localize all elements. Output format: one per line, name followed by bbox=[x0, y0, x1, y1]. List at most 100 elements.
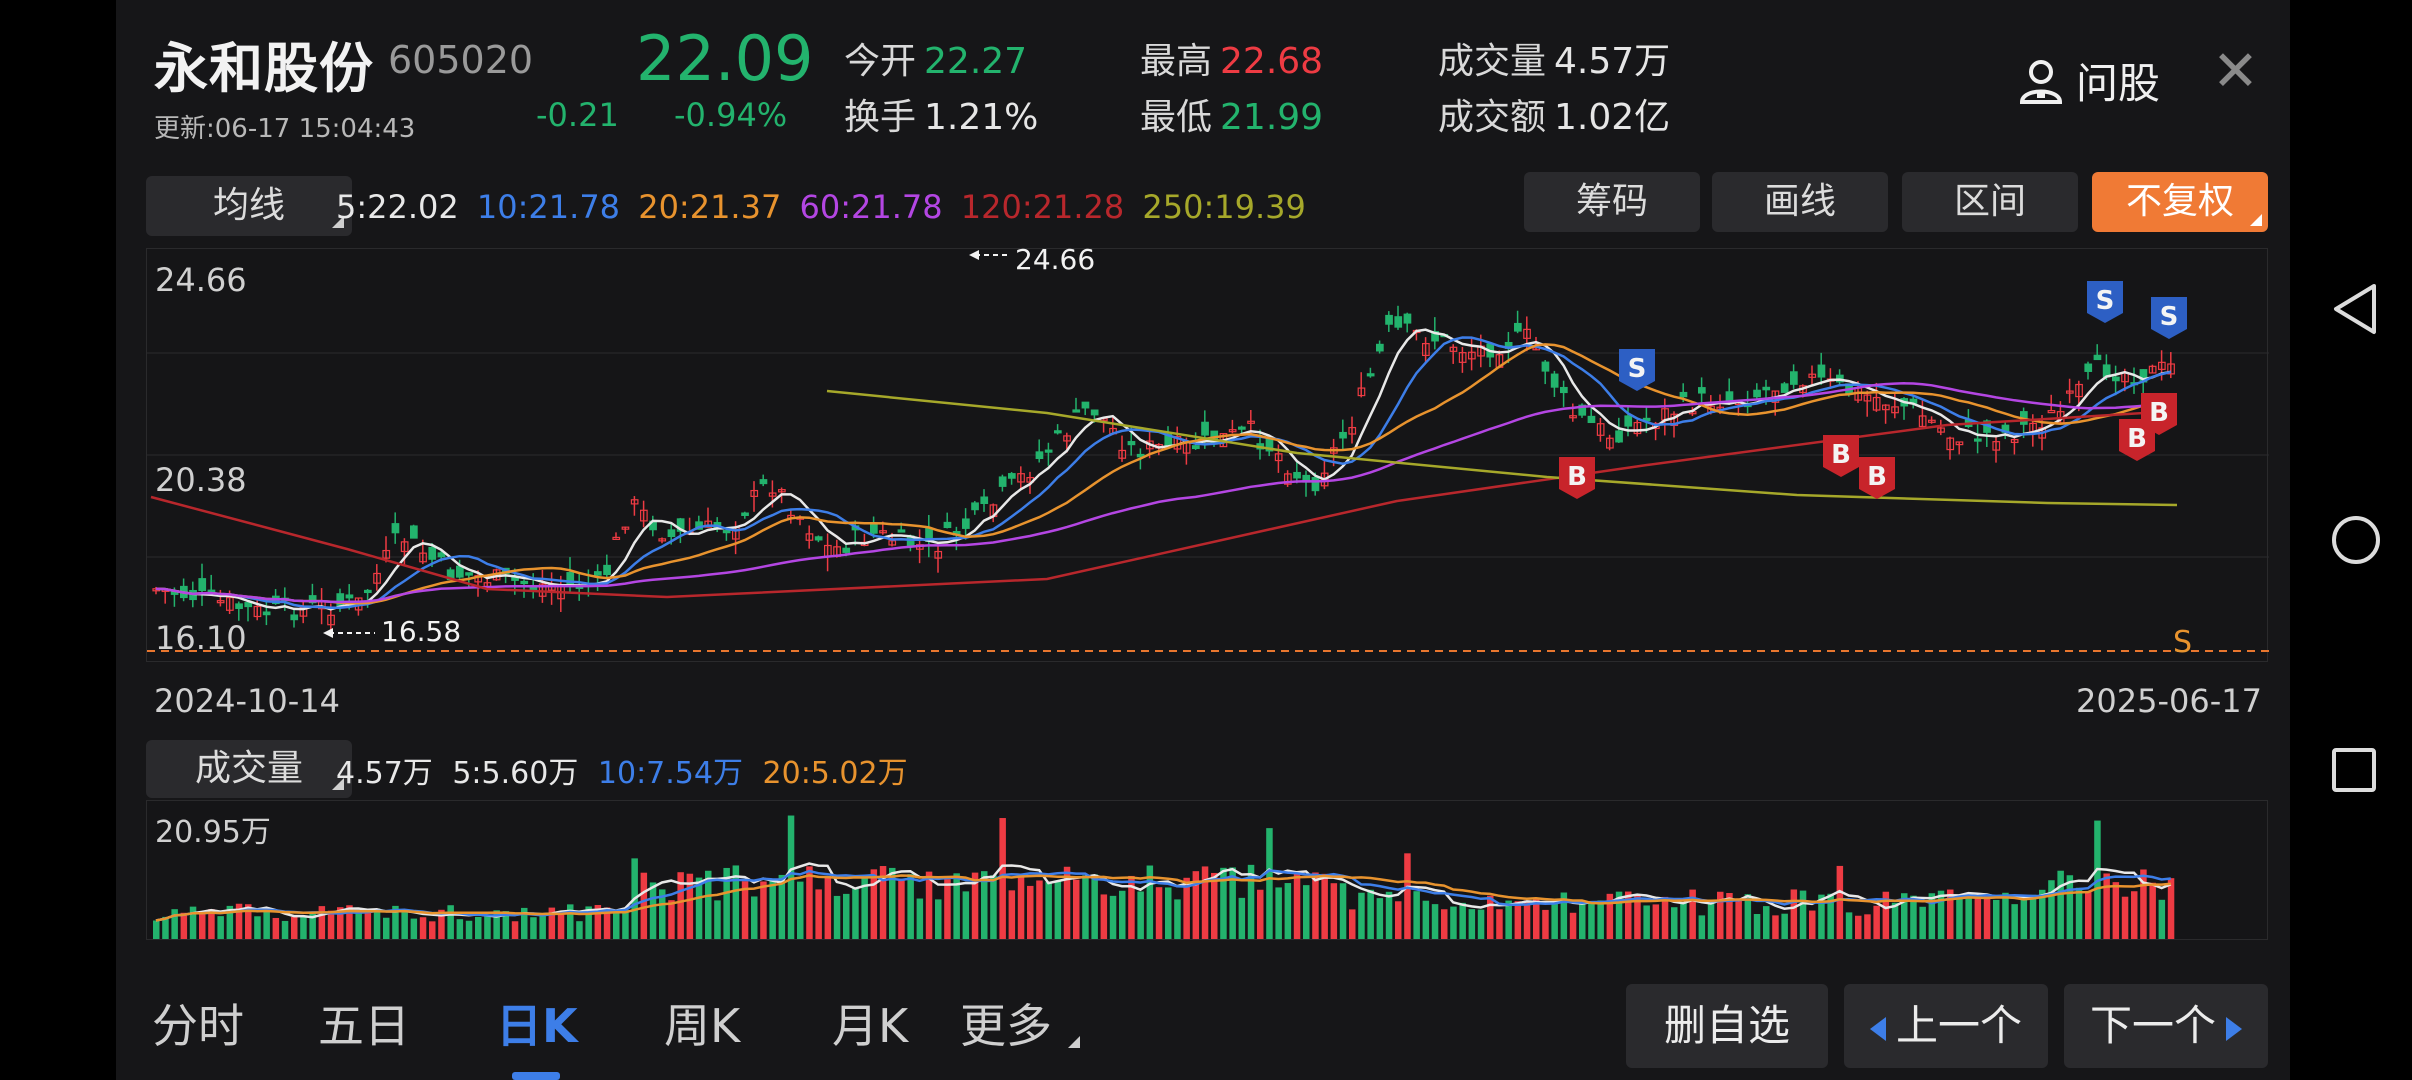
volume-bar bbox=[1983, 894, 1991, 939]
candlestick bbox=[1035, 439, 1044, 463]
candlestick bbox=[1458, 346, 1467, 373]
stock-detail-screen: 永和股份 605020 更新:06-17 15:04:43 22.09 -0.2… bbox=[116, 0, 2290, 1080]
draw-line-button[interactable]: 画线 bbox=[1712, 172, 1888, 232]
volume-bar bbox=[1809, 910, 1816, 939]
volume-bar bbox=[1634, 895, 1641, 939]
candlestick bbox=[2167, 352, 2175, 379]
svg-text:S: S bbox=[2096, 286, 2115, 316]
volume-bar bbox=[999, 818, 1006, 939]
remove-watchlist-button[interactable]: 删自选 bbox=[1626, 984, 1828, 1068]
buy-signal-badge[interactable]: B bbox=[1559, 457, 1595, 499]
tab-monthly-k[interactable]: 月K bbox=[832, 999, 909, 1053]
volume-bar bbox=[521, 907, 528, 939]
candlestick bbox=[1615, 417, 1623, 443]
svg-text:B: B bbox=[1567, 462, 1587, 492]
range-button[interactable]: 区间 bbox=[1902, 172, 2078, 232]
volume-bar bbox=[2066, 875, 2074, 939]
candlestick bbox=[1385, 311, 1393, 332]
volume-bar bbox=[2085, 890, 2092, 939]
ma120-line bbox=[150, 409, 2178, 599]
buy-signal-badge[interactable]: B bbox=[1823, 435, 1859, 477]
back-triangle-icon[interactable] bbox=[2330, 282, 2380, 336]
volume-bar bbox=[1698, 915, 1706, 939]
volume-bar bbox=[438, 909, 445, 939]
volume-bar bbox=[852, 887, 859, 939]
candlestick bbox=[1044, 442, 1053, 466]
tab-more[interactable]: 更多 bbox=[960, 990, 1080, 1056]
volume-bar bbox=[1717, 891, 1724, 939]
volume-bar bbox=[318, 906, 326, 939]
volume-bar bbox=[484, 915, 491, 939]
sell-signal-badge[interactable]: S bbox=[1619, 349, 1655, 391]
volume-bar bbox=[732, 865, 740, 939]
volume-bar bbox=[1579, 901, 1586, 939]
volume-bar bbox=[981, 871, 988, 939]
volume-bar bbox=[1201, 866, 1209, 939]
close-icon[interactable]: ✕ bbox=[2212, 39, 2259, 104]
volume-bar bbox=[1514, 901, 1522, 939]
sell-signal-badge[interactable]: S bbox=[2151, 297, 2187, 339]
volume-bar bbox=[677, 872, 684, 939]
volume-bar bbox=[1818, 894, 1825, 939]
volume-bar bbox=[1229, 867, 1236, 939]
volume-bar bbox=[1753, 913, 1761, 939]
candlestick bbox=[1357, 372, 1366, 398]
next-stock-button[interactable]: 下一个 bbox=[2064, 984, 2268, 1068]
candlestick bbox=[759, 474, 768, 487]
volume-bar bbox=[1082, 875, 1089, 939]
volume-bar bbox=[1183, 877, 1190, 939]
ask-stock-button[interactable]: 问股 bbox=[2016, 50, 2160, 111]
volume-bar bbox=[1689, 889, 1696, 939]
volume-bar bbox=[1321, 873, 1328, 939]
volume-bar bbox=[1119, 890, 1126, 939]
y-axis-bottom-label: 16.10 bbox=[155, 619, 247, 657]
volume-bar bbox=[1726, 892, 1733, 939]
volume-bar bbox=[1459, 902, 1466, 939]
volume-bar bbox=[456, 919, 464, 939]
volume-bar bbox=[217, 916, 224, 939]
volume-bar bbox=[189, 906, 197, 939]
ma60-line bbox=[155, 382, 2171, 604]
volume-bar bbox=[1027, 885, 1034, 939]
volume-selector-label: 成交量 bbox=[194, 748, 303, 789]
volume-bar bbox=[419, 917, 427, 939]
buy-signal-badge[interactable]: B bbox=[1859, 457, 1895, 499]
prev-stock-button[interactable]: 上一个 bbox=[1844, 984, 2048, 1068]
adjust-selector[interactable]: 不复权 bbox=[2092, 172, 2268, 232]
volume-bar bbox=[410, 918, 418, 939]
volume-bar bbox=[539, 913, 546, 939]
volume-chart[interactable]: 20.95万 bbox=[146, 800, 2268, 940]
candlestick bbox=[805, 525, 814, 549]
volume-bar bbox=[1625, 891, 1632, 939]
recents-square-icon[interactable] bbox=[2330, 746, 2378, 794]
volume-bar bbox=[1781, 913, 1788, 939]
ma60-value: 60:21.78 bbox=[799, 188, 943, 226]
chips-button[interactable]: 筹码 bbox=[1524, 172, 1700, 232]
tab-weekly-k[interactable]: 周K bbox=[664, 999, 741, 1053]
ma-selector[interactable]: 均线 bbox=[146, 176, 352, 236]
tab-intraday[interactable]: 分时 bbox=[152, 999, 244, 1053]
buy-signal-badge[interactable]: B bbox=[2141, 393, 2177, 435]
volume-bar bbox=[1266, 828, 1273, 939]
tab-daily-k[interactable]: 日K bbox=[496, 999, 578, 1053]
volume-bar bbox=[714, 900, 721, 939]
volume-selector[interactable]: 成交量 bbox=[146, 740, 352, 798]
candlestick bbox=[943, 512, 952, 529]
tab-five-day[interactable]: 五日 bbox=[318, 999, 410, 1053]
volume-bar bbox=[309, 913, 316, 939]
buy-signal-badge[interactable]: B bbox=[2119, 419, 2155, 461]
sell-signal-badge[interactable]: S bbox=[2087, 281, 2123, 323]
dropdown-corner-icon bbox=[1068, 1036, 1080, 1048]
volume-bar bbox=[622, 909, 629, 939]
volume-bar bbox=[1560, 892, 1568, 939]
volume-bar bbox=[1910, 895, 1917, 939]
volume-bar bbox=[2158, 899, 2166, 939]
volume-bar bbox=[649, 882, 657, 939]
home-circle-icon[interactable] bbox=[2330, 514, 2382, 566]
volume-bar bbox=[1293, 873, 1301, 939]
volume-bar bbox=[1947, 889, 1954, 939]
candlestick bbox=[290, 608, 299, 628]
volume-bar bbox=[889, 867, 896, 939]
candlestick bbox=[1072, 397, 1081, 413]
